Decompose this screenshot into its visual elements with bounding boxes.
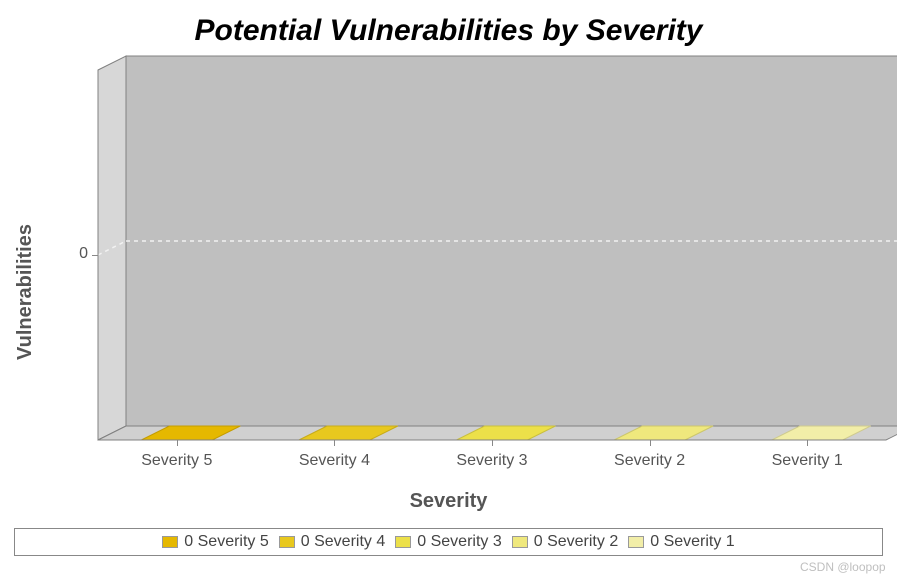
x-tick-mark: [334, 440, 335, 446]
x-tick-label: Severity 3: [456, 452, 527, 470]
x-axis-label: Severity: [0, 490, 897, 513]
legend-item: 0 Severity 3: [395, 533, 501, 551]
legend-label: 0 Severity 5: [184, 533, 268, 551]
legend-item: 0 Severity 5: [162, 533, 268, 551]
legend-label: 0 Severity 1: [650, 533, 734, 551]
y-tick-label: 0: [64, 245, 88, 263]
x-tick-mark: [807, 440, 808, 446]
vulnerabilities-chart: Potential Vulnerabilities by Severity Vu…: [0, 0, 897, 580]
legend-item: 0 Severity 1: [628, 533, 734, 551]
legend-swatch: [162, 536, 178, 548]
x-tick-label: Severity 2: [614, 452, 685, 470]
legend-swatch: [628, 536, 644, 548]
legend-label: 0 Severity 2: [534, 533, 618, 551]
legend-item: 0 Severity 2: [512, 533, 618, 551]
legend-label: 0 Severity 4: [301, 533, 385, 551]
legend-swatch: [512, 536, 528, 548]
x-tick-mark: [177, 440, 178, 446]
x-tick-label: Severity 4: [299, 452, 370, 470]
y-tick-mark: [92, 255, 98, 256]
x-tick-mark: [492, 440, 493, 446]
watermark: CSDN @loopop: [800, 560, 886, 574]
legend-swatch: [395, 536, 411, 548]
x-tick-label: Severity 5: [141, 452, 212, 470]
legend-label: 0 Severity 3: [417, 533, 501, 551]
legend-item: 0 Severity 4: [279, 533, 385, 551]
x-tick-label: Severity 1: [772, 452, 843, 470]
x-tick-mark: [650, 440, 651, 446]
legend: 0 Severity 5 0 Severity 4 0 Severity 3 0 Se…: [14, 528, 883, 556]
legend-swatch: [279, 536, 295, 548]
